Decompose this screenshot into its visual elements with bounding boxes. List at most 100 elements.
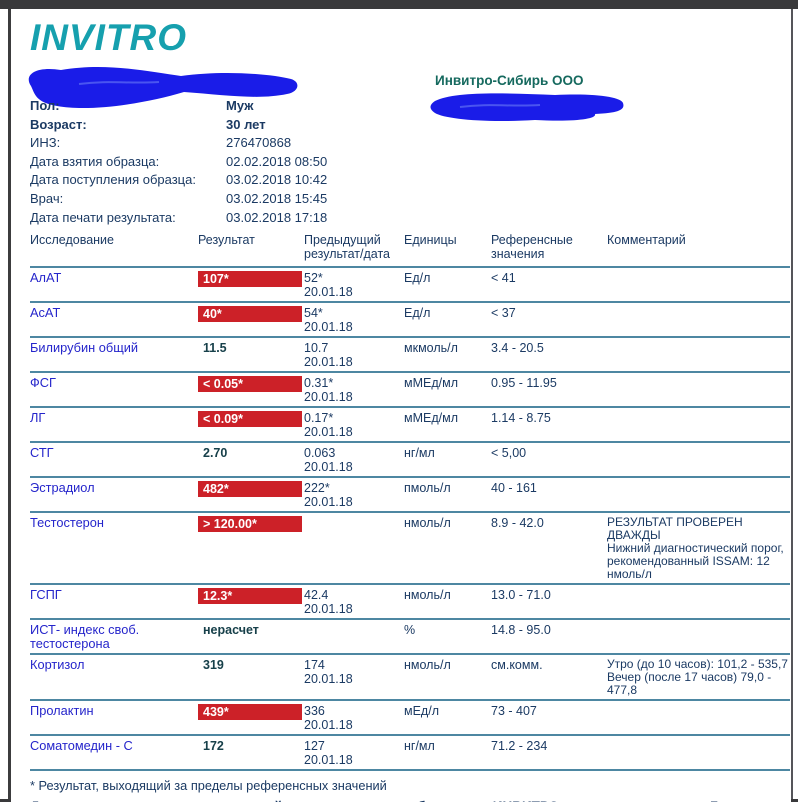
comment-text xyxy=(607,306,790,334)
test-result-value: > 120.00* xyxy=(198,516,302,532)
previous-result-date: 20.01.18 xyxy=(304,602,353,616)
table-row: Эстрадиол 482* 222* 20.01.18 пмоль/л 40 … xyxy=(30,476,790,511)
patient-info-row: Дата печати результата: 03.02.2018 17:18 xyxy=(30,209,327,228)
previous-result-date: 20.01.18 xyxy=(304,753,353,767)
previous-result-date: 20.01.18 xyxy=(304,718,353,732)
previous-result: 10.7 20.01.18 xyxy=(304,341,402,369)
test-name: ЛГ xyxy=(30,411,46,425)
test-name: Пролактин xyxy=(30,704,94,718)
test-name: АсАТ xyxy=(30,306,61,320)
comment-text xyxy=(607,739,790,767)
test-result-value: 319 xyxy=(203,658,224,672)
test-name: Соматомедин - С xyxy=(30,739,133,753)
test-result: 319 xyxy=(198,658,302,697)
patient-info-value: 276470868 xyxy=(226,135,292,151)
previous-result-value: 0.17* xyxy=(304,411,334,425)
previous-result-date: 20.01.18 xyxy=(304,672,353,686)
test-result-value: 12.3* xyxy=(198,588,302,604)
dynamics-notice: Динамику результатов исследований, выпол… xyxy=(30,799,790,802)
reference-range: 3.4 - 20.5 xyxy=(491,341,544,355)
test-result-value: нерасчет xyxy=(203,623,259,637)
units-value: мМЕд/мл xyxy=(404,376,458,390)
units-value: нг/мл xyxy=(404,446,435,460)
test-name: Кортизол xyxy=(30,658,85,672)
reference-range: 8.9 - 42.0 xyxy=(491,516,544,530)
previous-result-value: 0.063 xyxy=(304,446,336,460)
units-value: пмоль/л xyxy=(404,481,451,495)
table-row: Билирубин общий 11.5 10.7 20.01.18 мкмол… xyxy=(30,336,790,371)
comment-text xyxy=(607,271,790,299)
patient-info-row: Врач: 03.02.2018 15:45 xyxy=(30,190,327,209)
comment-text xyxy=(607,588,790,616)
table-row: Соматомедин - С 172 127 20.01.18 нг/мл 7… xyxy=(30,734,790,769)
patient-info-row: Дата взятия образца: 02.02.2018 08:50 xyxy=(30,153,327,172)
patient-info-label: Возраст: xyxy=(30,116,87,132)
column-header-units: Единицы xyxy=(404,233,457,247)
previous-result-value: 52* xyxy=(304,271,323,285)
previous-result-date: 20.01.18 xyxy=(304,390,353,404)
units-value: нмоль/л xyxy=(404,658,451,672)
patient-info-label: Дата печати результата: xyxy=(30,209,176,225)
reference-range: см.комм. xyxy=(491,658,543,672)
units-value: мЕд/л xyxy=(404,704,439,718)
previous-result-value: 10.7 xyxy=(304,341,329,355)
previous-result-date: 20.01.18 xyxy=(304,285,353,299)
window-frame-top xyxy=(0,0,798,9)
redaction-scribble-address xyxy=(430,93,624,122)
test-result: 107* xyxy=(198,271,302,299)
window-frame-left xyxy=(8,9,11,802)
units-value: мкмоль/л xyxy=(404,341,458,355)
patient-info-row: Возраст: 30 лет xyxy=(30,116,327,135)
reference-range: < 37 xyxy=(491,306,516,320)
previous-result: 0.17* 20.01.18 xyxy=(304,411,402,439)
comment-text xyxy=(607,481,790,509)
patient-info-row: Дата поступления образца: 03.02.2018 10:… xyxy=(30,171,327,190)
table-header-row: Исследование Результат Предыдущий резуль… xyxy=(30,233,790,266)
comment-text xyxy=(607,623,790,651)
out-of-range-footnote: * Результат, выходящий за пределы рефере… xyxy=(30,778,387,793)
patient-info-value: Муж xyxy=(226,98,254,113)
previous-result xyxy=(304,623,402,651)
test-name: Эстрадиол xyxy=(30,481,95,495)
table-row: СТГ 2.70 0.063 20.01.18 нг/мл < 5,00 xyxy=(30,441,790,476)
test-result: нерасчет xyxy=(198,623,302,651)
table-body: АлАТ 107* 52* 20.01.18 Ед/л < 41 АсАТ 40… xyxy=(30,266,790,769)
column-header-reference: Референсные значения xyxy=(491,233,573,261)
patient-info-value: 03.02.2018 15:45 xyxy=(226,190,328,206)
reference-range: 0.95 - 11.95 xyxy=(491,376,557,390)
patient-info-label: Дата поступления образца: xyxy=(30,172,196,188)
patient-info-label: Врач: xyxy=(30,190,64,206)
table-bottom-border xyxy=(30,769,790,771)
test-result: > 120.00* xyxy=(198,516,302,581)
units-value: мМЕд/мл xyxy=(404,411,458,425)
reference-range: < 41 xyxy=(491,271,516,285)
previous-result: 127 20.01.18 xyxy=(304,739,402,767)
window-frame-right xyxy=(791,9,793,802)
test-name: ФСГ xyxy=(30,376,56,390)
test-result-value: 439* xyxy=(198,704,302,720)
patient-info-value: 02.02.2018 08:50 xyxy=(226,153,328,169)
patient-info-label: ИНЗ: xyxy=(30,135,61,151)
previous-result-value: 0.31* xyxy=(304,376,334,390)
test-result: < 0.05* xyxy=(198,376,302,404)
previous-result: 52* 20.01.18 xyxy=(304,271,402,299)
previous-result: 0.063 20.01.18 xyxy=(304,446,402,474)
test-result-value: 107* xyxy=(198,271,302,287)
table-row: Кортизол 319 174 20.01.18 нмоль/л см.ком… xyxy=(30,653,790,699)
patient-info-value: 03.02.2018 17:18 xyxy=(226,209,328,225)
previous-result: 336 20.01.18 xyxy=(304,704,402,732)
previous-result-date: 20.01.18 xyxy=(304,425,353,439)
previous-result: 174 20.01.18 xyxy=(304,658,402,697)
units-value: нг/мл xyxy=(404,739,435,753)
table-row: АсАТ 40* 54* 20.01.18 Ед/л < 37 xyxy=(30,301,790,336)
invitro-logo: INVITRO xyxy=(30,17,188,58)
test-name: АлАТ xyxy=(30,271,62,285)
test-result-value: 482* xyxy=(198,481,302,497)
patient-info-block: Пол: Муж Возраст: 30 лет ИНЗ: 276470868 … xyxy=(30,97,327,227)
reference-range: 1.14 - 8.75 xyxy=(491,411,551,425)
column-header-comment: Комментарий xyxy=(607,233,686,247)
units-value: % xyxy=(404,623,416,637)
previous-result-date: 20.01.18 xyxy=(304,355,353,369)
column-header-test: Исследование xyxy=(30,233,114,247)
patient-info-row: ИНЗ: 276470868 xyxy=(30,134,327,153)
